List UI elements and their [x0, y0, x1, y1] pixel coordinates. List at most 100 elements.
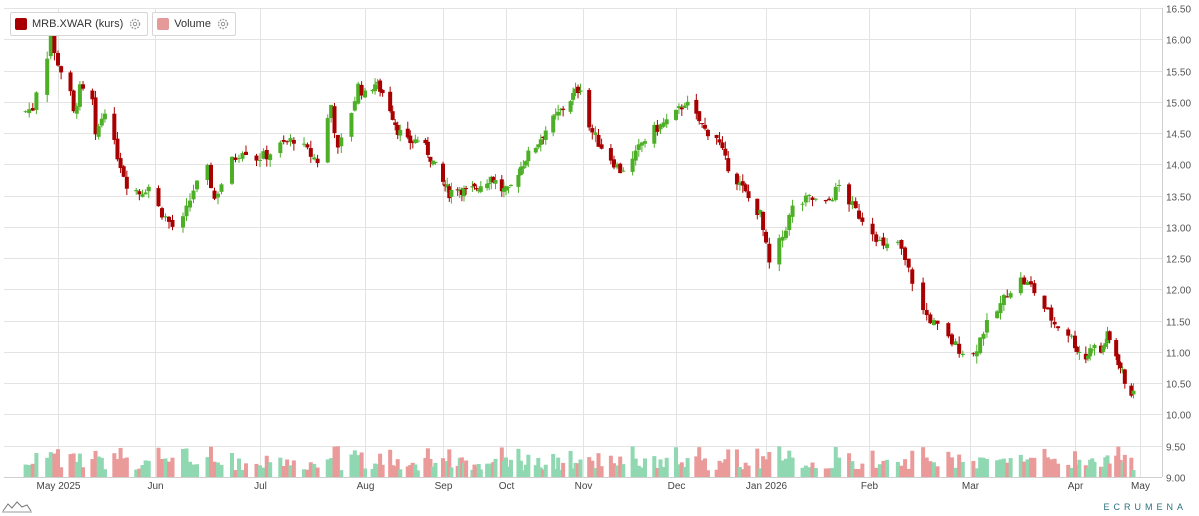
volume-bar [576, 463, 581, 477]
candle-body [27, 109, 32, 114]
y-tick-label: 11.50 [1166, 318, 1191, 329]
volume-bar [1131, 470, 1136, 477]
candle-body [516, 174, 521, 187]
volume-bar [398, 469, 403, 477]
volume-bar [156, 447, 161, 477]
candle-body [413, 139, 418, 144]
candle-body [370, 89, 375, 92]
candle-body [212, 190, 217, 199]
candle-body [714, 134, 719, 139]
candle-body [761, 211, 766, 230]
candle-body [115, 138, 120, 160]
candle-body [881, 237, 886, 246]
candle-body [726, 158, 731, 172]
candle-body [615, 164, 620, 168]
candle-body [541, 136, 546, 139]
candle-body [476, 189, 481, 192]
volume-bar [621, 464, 626, 477]
candle-body [464, 188, 469, 190]
legend-item-price[interactable]: MRB.XWAR (kurs) [10, 12, 149, 36]
volume-bar [803, 465, 808, 477]
volume-bar [1086, 468, 1090, 477]
candle-body [209, 164, 213, 189]
volume-bar [428, 458, 433, 477]
volume-bar [499, 447, 504, 477]
volume-bar [216, 462, 220, 477]
candle-body [697, 111, 702, 122]
candle-body [833, 186, 838, 200]
volume-bar [568, 450, 573, 477]
candle-body [877, 239, 882, 241]
volume-bar [30, 463, 35, 477]
candle-body [504, 186, 508, 191]
candle-body [523, 161, 528, 166]
candle-body [787, 214, 792, 230]
volume-bar [697, 447, 702, 477]
x-tick-label: Nov [575, 481, 593, 492]
candle-body [470, 186, 475, 188]
volume-bar [903, 459, 908, 477]
candle-body [329, 104, 334, 119]
volume-bar [1008, 458, 1013, 477]
candle-body [578, 90, 583, 92]
candle-body [1116, 354, 1121, 366]
volume-bar [163, 458, 168, 477]
candle-body [1092, 345, 1097, 349]
legend-volume-label: Volume [174, 18, 211, 30]
volume-bar [921, 447, 926, 477]
candle-body [827, 198, 832, 200]
volume-bar [285, 459, 290, 477]
candle-body [1001, 295, 1006, 306]
volume-bar [1103, 457, 1108, 477]
mini-chart-icon[interactable] [2, 499, 32, 513]
x-tick-label: Feb [861, 481, 879, 492]
candle-body [573, 88, 578, 94]
candle-body [449, 189, 454, 197]
legend-price-label: MRB.XWAR (kurs) [32, 18, 124, 30]
candle-body [1045, 307, 1050, 310]
candle-body [1105, 331, 1110, 344]
candle-body [349, 113, 354, 137]
candle-body [423, 139, 428, 144]
y-tick-label: 16.00 [1166, 36, 1191, 47]
volume-bar [618, 456, 623, 477]
volume-bar [949, 457, 954, 477]
gear-icon[interactable] [216, 17, 230, 31]
volume-bar [593, 468, 598, 477]
candle-body [705, 129, 710, 137]
volume-bar [1028, 457, 1033, 477]
legend-item-volume[interactable]: Volume [152, 12, 236, 36]
candle-body [764, 231, 768, 243]
volume-bar [71, 453, 76, 477]
candle-body [134, 189, 139, 192]
volume-bar [974, 468, 979, 477]
candle-body [561, 108, 566, 110]
volume-bar [240, 469, 245, 477]
candle-body [373, 84, 378, 92]
volume-bar [533, 465, 538, 477]
candle-body [398, 129, 403, 136]
volume-bar [233, 470, 238, 477]
volume-bar [395, 459, 400, 477]
candle-body [553, 114, 558, 116]
volume-bar [191, 464, 196, 477]
volume-bar [899, 465, 904, 477]
candle-body [682, 105, 687, 109]
volume-bar [780, 460, 785, 477]
volume-bar [143, 460, 148, 477]
volume-bar [1056, 463, 1061, 477]
gear-icon[interactable] [128, 17, 142, 31]
volume-bar [734, 449, 739, 477]
volume-bar [1077, 459, 1082, 477]
volume-bar [810, 462, 815, 477]
candle-body [703, 124, 708, 129]
candle-body [445, 184, 450, 188]
candle-body [143, 192, 148, 195]
candle-body [443, 184, 448, 187]
y-tick-label: 12.50 [1166, 255, 1191, 266]
candle-body [390, 111, 395, 120]
candle-body [946, 323, 951, 337]
candle-body [291, 139, 296, 144]
candle-body [737, 182, 742, 185]
volume-bar [874, 467, 879, 477]
